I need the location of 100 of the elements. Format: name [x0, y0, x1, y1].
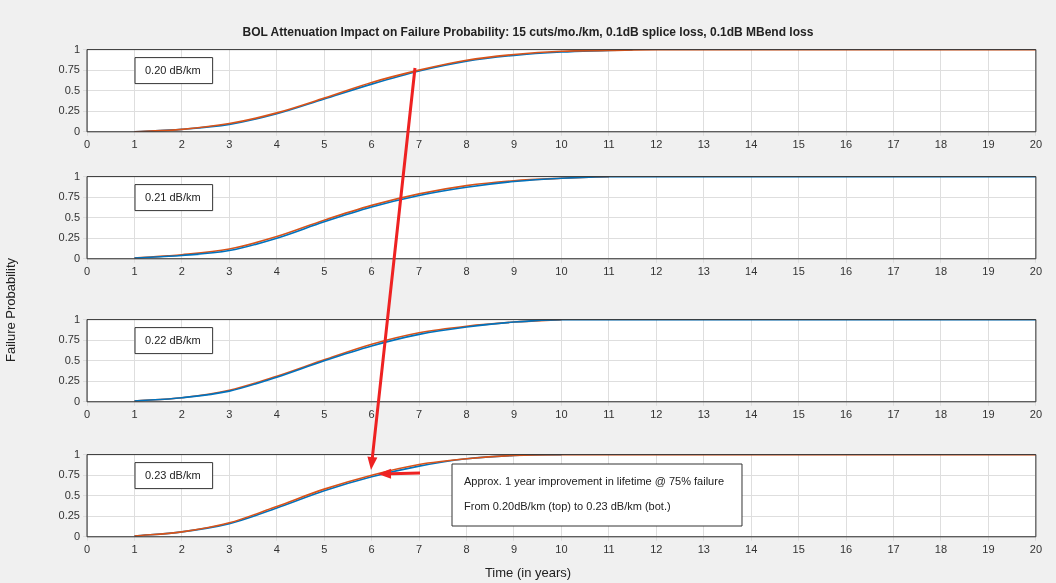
x-tick-label: 5: [321, 408, 328, 421]
y-tick-label: 1: [73, 169, 80, 182]
x-tick-label: 3: [226, 408, 233, 421]
x-tick-label: 11: [603, 265, 615, 278]
x-tick-label: 3: [226, 138, 233, 151]
x-tick-label: 11: [603, 138, 615, 151]
y-axis-title: Failure Probability: [2, 257, 18, 365]
x-tick-label: 2: [178, 408, 185, 421]
x-tick-label: 13: [697, 138, 710, 151]
x-tick-label: 17: [887, 408, 900, 421]
x-tick-label: 0: [83, 265, 91, 278]
x-tick-label: 13: [697, 408, 710, 421]
y-tick-label: 0: [73, 251, 80, 264]
x-tick-label: 19: [982, 543, 995, 556]
x-tick-label: 2: [178, 543, 185, 556]
x-tick-label: 7: [416, 408, 423, 421]
x-tick-label: 15: [792, 265, 805, 278]
x-tick-label: 14: [745, 265, 758, 278]
y-tick-label: 0.5: [64, 488, 80, 501]
x-tick-label: 0: [83, 138, 91, 151]
x-tick-label: 10: [555, 265, 568, 278]
x-tick-label: 16: [839, 543, 853, 556]
x-tick-label: 15: [792, 543, 805, 556]
x-tick-label: 13: [697, 543, 710, 556]
x-tick-label: 19: [982, 408, 995, 421]
x-tick-label: 5: [321, 265, 328, 278]
y-tick-label: 0.75: [58, 333, 80, 346]
y-tick-label: 0.75: [58, 190, 80, 203]
annotation: 0.21 dB/km: [145, 190, 201, 203]
x-tick-label: 16: [839, 265, 853, 278]
x-tick-label: 12: [650, 543, 663, 556]
x-tick-label: 20: [1029, 138, 1043, 151]
x-tick-label: 11: [603, 543, 615, 556]
annotation: Approx. 1 year improvement in lifetime @ 75% failure: [464, 475, 724, 488]
x-tick-label: 13: [697, 265, 710, 278]
y-tick-label: 0.25: [58, 231, 80, 244]
x-tick-label: 10: [555, 543, 568, 556]
y-tick-label: 0.5: [64, 83, 80, 96]
x-tick-label: 4: [273, 265, 280, 278]
x-tick-label: 11: [603, 408, 615, 421]
annotation: 0.20 dB/km: [145, 63, 201, 76]
x-tick-label: 7: [416, 265, 423, 278]
x-tick-label: 2: [178, 138, 185, 151]
x-tick-label: 6: [368, 408, 375, 421]
x-tick-label: 1: [131, 408, 138, 421]
y-tick-label: 1: [73, 42, 80, 55]
x-tick-label: 20: [1029, 265, 1043, 278]
x-tick-label: 10: [555, 138, 568, 151]
x-tick-label: 3: [226, 265, 233, 278]
y-tick-label: 0: [73, 394, 80, 407]
x-tick-label: 9: [510, 543, 518, 556]
x-tick-label: 0: [83, 408, 91, 421]
y-tick-label: 0.75: [58, 468, 80, 481]
y-tick-label: 0.5: [64, 353, 80, 366]
x-tick-label: 8: [463, 265, 470, 278]
annotation: From 0.20dB/km (top) to 0.23 dB/km (bot.): [464, 500, 671, 513]
y-tick-label: 1: [73, 312, 80, 325]
x-tick-label: 15: [792, 408, 805, 421]
y-tick-label: 0: [73, 124, 80, 137]
x-tick-label: 0: [83, 543, 91, 556]
x-tick-label: 7: [416, 138, 423, 151]
x-tick-label: 8: [463, 408, 470, 421]
x-tick-label: 17: [887, 138, 900, 151]
x-tick-label: 5: [321, 138, 328, 151]
y-tick-label: 0.25: [58, 104, 80, 117]
x-tick-label: 18: [934, 138, 948, 151]
x-tick-label: 15: [792, 138, 805, 151]
x-tick-label: 16: [839, 138, 853, 151]
x-tick-label: 6: [368, 138, 375, 151]
y-tick-label: 0: [73, 529, 80, 542]
x-tick-label: 18: [934, 543, 948, 556]
x-tick-label: 4: [273, 408, 280, 421]
x-axis-title: Time (in years): [483, 565, 573, 580]
x-tick-label: 3: [226, 543, 233, 556]
annotation: 0.23 dB/km: [145, 468, 201, 481]
x-tick-label: 7: [416, 543, 423, 556]
x-tick-label: 14: [745, 138, 758, 151]
x-tick-label: 4: [273, 543, 280, 556]
x-tick-label: 14: [745, 408, 758, 421]
x-tick-label: 2: [178, 265, 185, 278]
y-tick-label: 0.5: [64, 210, 80, 223]
x-tick-label: 5: [321, 543, 328, 556]
x-tick-label: 1: [131, 543, 138, 556]
x-tick-label: 4: [273, 138, 280, 151]
y-tick-label: 0.25: [58, 509, 80, 522]
x-tick-label: 1: [131, 138, 138, 151]
y-tick-label: 0.75: [58, 63, 80, 76]
x-tick-label: 12: [650, 265, 663, 278]
x-tick-label: 19: [982, 265, 995, 278]
x-tick-label: 10: [555, 408, 568, 421]
x-tick-label: 8: [463, 138, 470, 151]
x-tick-label: 16: [839, 408, 853, 421]
x-tick-label: 19: [982, 138, 995, 151]
x-tick-label: 9: [510, 138, 518, 151]
x-tick-label: 17: [887, 543, 900, 556]
x-tick-label: 9: [510, 408, 518, 421]
x-tick-label: 12: [650, 138, 663, 151]
x-tick-label: 20: [1029, 408, 1043, 421]
y-tick-label: 0.25: [58, 374, 80, 387]
x-tick-label: 6: [368, 265, 375, 278]
